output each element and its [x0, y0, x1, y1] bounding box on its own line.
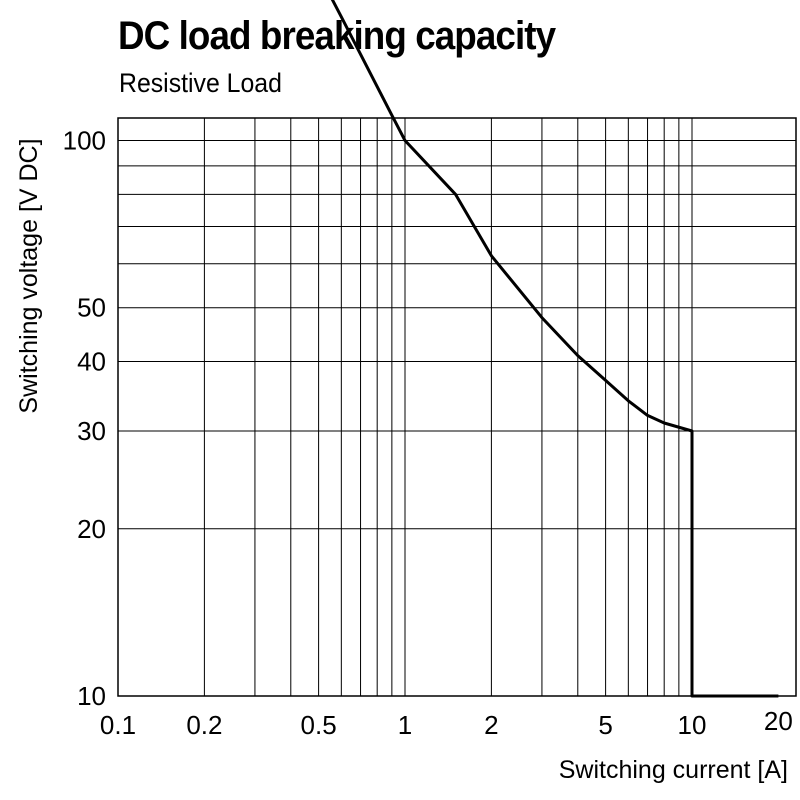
- x-tick-label: 0.2: [186, 710, 222, 740]
- y-tick-label: 50: [77, 293, 106, 323]
- x-tick-label: 0.1: [100, 710, 136, 740]
- x-tick-label: 5: [598, 710, 612, 740]
- y-axis-label: Switching voltage [V DC]: [15, 138, 43, 413]
- x-tick-label: 20: [764, 706, 793, 736]
- grid: [118, 118, 796, 696]
- y-tick-label: 40: [77, 347, 106, 377]
- x-tick-label: 1: [398, 710, 412, 740]
- x-tick-label: 10: [678, 710, 707, 740]
- chart-title: DC load breaking capacity: [118, 14, 556, 58]
- x-tick-label: 2: [484, 710, 498, 740]
- y-tick-label: 100: [63, 126, 106, 156]
- curve-layer: [330, 0, 779, 698]
- y-tick-label: 10: [77, 681, 106, 711]
- x-axis-label: Switching current [A]: [559, 756, 788, 784]
- y-tick-label: 20: [77, 514, 106, 544]
- series-line: [330, 0, 779, 698]
- x-tick-label: 0.5: [301, 710, 337, 740]
- y-tick-label: 30: [77, 416, 106, 446]
- x-tick-labels: 0.1 0.2 0.5 1 2 5 10 20: [100, 706, 793, 740]
- chart-subtitle: Resistive Load: [119, 68, 282, 98]
- plot-frame: [117, 117, 797, 697]
- y-tick-labels: 1020304050100200300: [63, 126, 106, 712]
